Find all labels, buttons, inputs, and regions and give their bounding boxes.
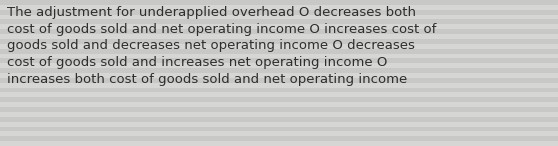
Bar (0, 34, 558, 39)
Bar (0, 39, 558, 44)
Bar (0, 24, 558, 29)
Bar (0, 127, 558, 131)
Bar (0, 112, 558, 117)
Bar (0, 117, 558, 122)
Bar (0, 10, 558, 15)
Bar (0, 131, 558, 136)
Bar (0, 92, 558, 97)
Bar (0, 0, 558, 5)
Bar (0, 83, 558, 88)
Bar (0, 102, 558, 107)
Bar (0, 5, 558, 10)
Bar (0, 63, 558, 68)
Bar (0, 29, 558, 34)
Bar (0, 44, 558, 49)
Bar (0, 141, 558, 146)
Bar (0, 49, 558, 54)
Bar (0, 78, 558, 83)
Bar (0, 136, 558, 141)
Bar (0, 122, 558, 127)
Bar (0, 68, 558, 73)
Bar (0, 58, 558, 63)
Text: The adjustment for underapplied overhead O decreases both
cost of goods sold and: The adjustment for underapplied overhead… (7, 6, 436, 86)
Bar (0, 19, 558, 24)
Bar (0, 54, 558, 58)
Bar (0, 107, 558, 112)
Bar (0, 73, 558, 78)
Bar (0, 15, 558, 19)
Bar (0, 97, 558, 102)
Bar (0, 88, 558, 92)
